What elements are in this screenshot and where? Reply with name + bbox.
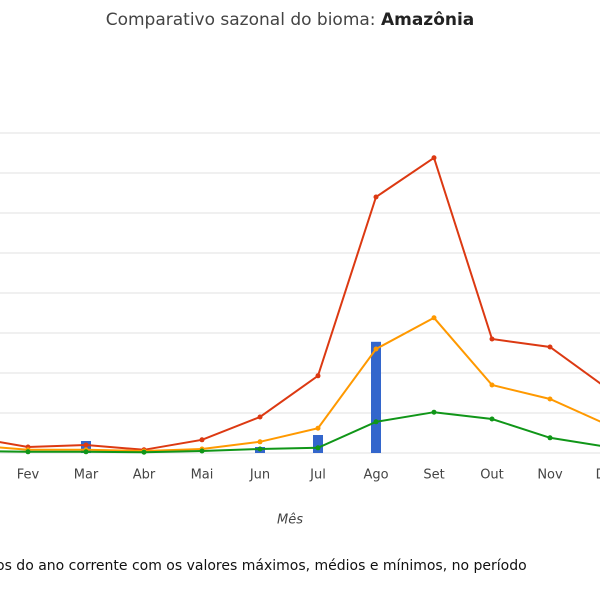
point bbox=[431, 409, 437, 415]
point bbox=[547, 435, 553, 441]
caption: os do ano corrente com os valores máximo… bbox=[0, 558, 527, 574]
x-tick-label: Abr bbox=[133, 468, 156, 483]
line bbox=[0, 411, 600, 454]
x-tick-label: Set bbox=[423, 468, 444, 483]
x-tick-label: Ago bbox=[363, 468, 388, 483]
bar bbox=[313, 435, 323, 453]
point bbox=[547, 396, 553, 402]
x-tick-label: Nov bbox=[537, 468, 563, 483]
bar bbox=[371, 341, 381, 453]
point bbox=[315, 425, 321, 431]
point bbox=[489, 336, 495, 342]
point bbox=[25, 449, 31, 455]
point bbox=[83, 442, 89, 448]
x-tick-label: Mai bbox=[191, 468, 214, 483]
x-tick-label: Mar bbox=[74, 468, 99, 483]
x-tick-label: Fev bbox=[17, 468, 40, 483]
line bbox=[0, 316, 600, 453]
point bbox=[547, 344, 553, 350]
point bbox=[257, 439, 263, 445]
point bbox=[373, 419, 379, 425]
point bbox=[431, 155, 437, 161]
point bbox=[373, 194, 379, 200]
point bbox=[315, 373, 321, 379]
point bbox=[257, 446, 263, 452]
x-tick-label: Out bbox=[480, 468, 504, 483]
x-tick-label: Jul bbox=[309, 468, 326, 483]
title-highlight: Amazônia bbox=[381, 10, 474, 30]
point bbox=[199, 448, 205, 454]
point bbox=[257, 414, 263, 420]
point bbox=[141, 449, 147, 455]
point bbox=[83, 449, 89, 455]
point bbox=[199, 437, 205, 443]
point bbox=[431, 315, 437, 321]
chart-title: Comparativo sazonal do bioma: Amazônia bbox=[106, 10, 475, 30]
x-tick-label: Jun bbox=[249, 468, 270, 483]
point bbox=[373, 346, 379, 352]
line bbox=[0, 156, 600, 451]
title-text: Comparativo sazonal do bioma: bbox=[106, 10, 376, 30]
point bbox=[489, 382, 495, 388]
x-axis-label: Mês bbox=[277, 513, 303, 528]
x-tick-label: Dez bbox=[596, 468, 600, 483]
point bbox=[489, 416, 495, 422]
point bbox=[315, 445, 321, 451]
